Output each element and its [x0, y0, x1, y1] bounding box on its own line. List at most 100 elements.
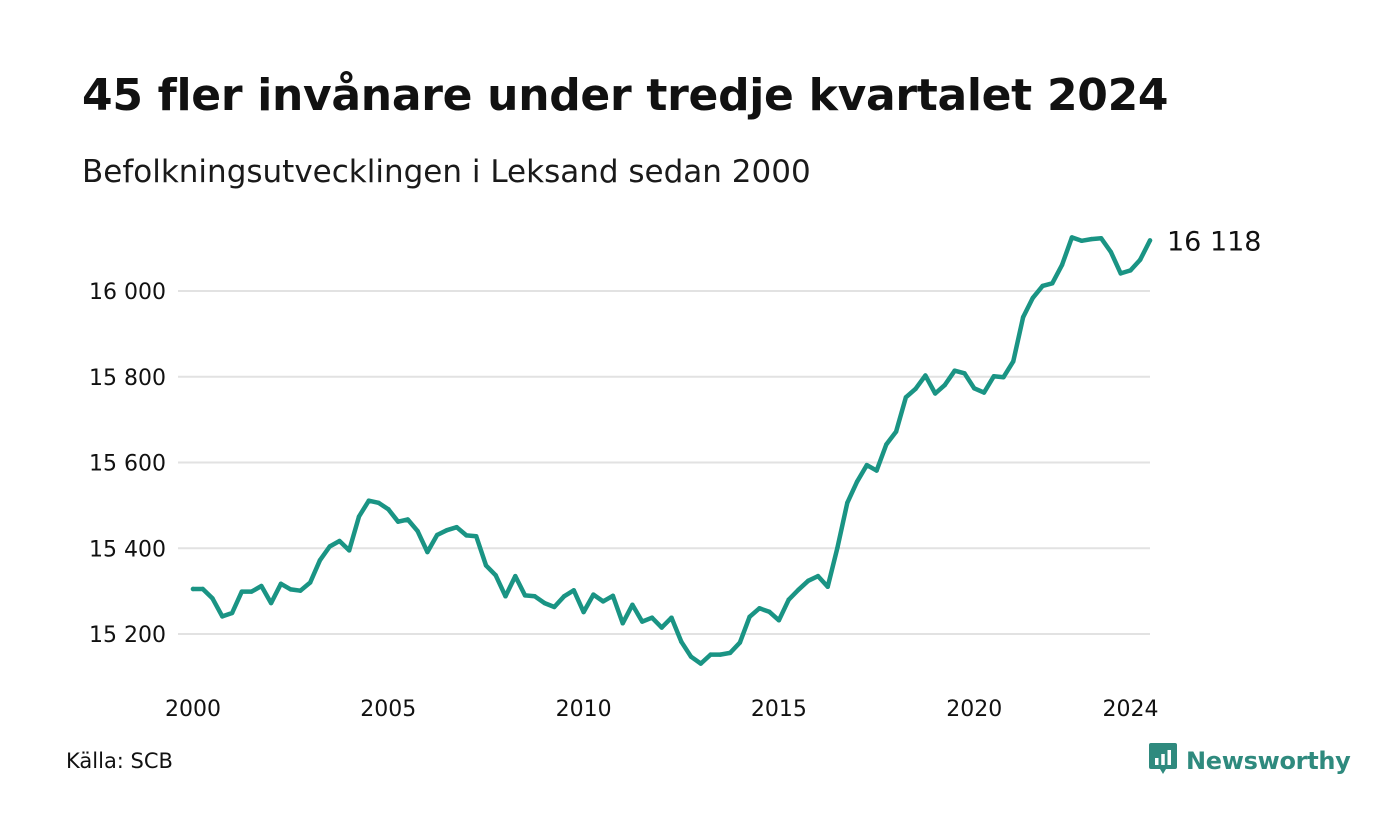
data-point	[767, 609, 772, 614]
data-point	[806, 578, 811, 583]
data-point	[679, 639, 684, 644]
data-point	[268, 600, 274, 606]
data-point	[1108, 249, 1114, 255]
series-line	[190, 235, 1153, 666]
data-point	[1079, 238, 1084, 243]
data-point	[1030, 295, 1036, 301]
data-point	[786, 597, 791, 602]
data-point	[259, 583, 264, 589]
data-point	[1001, 375, 1006, 380]
x-tick-label: 2005	[360, 697, 416, 722]
gridlines	[178, 290, 1150, 635]
x-tick-label: 2015	[751, 697, 807, 722]
data-point	[1147, 238, 1153, 243]
data-point	[513, 573, 518, 579]
data-point	[727, 650, 733, 656]
data-point	[874, 468, 879, 473]
data-point	[376, 500, 381, 505]
data-point	[190, 586, 196, 592]
data-point	[444, 528, 450, 533]
data-point	[542, 600, 547, 606]
data-point	[923, 373, 928, 378]
data-point	[532, 594, 537, 599]
data-point	[425, 549, 430, 555]
data-point	[405, 517, 410, 522]
data-point	[933, 391, 938, 396]
x-tick-label: 2000	[165, 697, 221, 722]
data-point	[864, 462, 869, 468]
data-point	[1050, 281, 1055, 286]
data-point	[757, 606, 762, 611]
data-point	[600, 599, 606, 604]
data-point	[308, 580, 313, 585]
y-axis-ticks: 15 200 15 400 15 600 15 800 16 000	[89, 280, 166, 648]
data-point	[386, 507, 391, 512]
data-point	[474, 534, 479, 539]
data-point	[972, 386, 977, 391]
data-point	[288, 587, 293, 592]
y-tick-label: 15 400	[89, 537, 166, 562]
data-point	[327, 544, 332, 549]
data-point	[1040, 283, 1045, 289]
data-point	[317, 558, 323, 563]
data-point	[991, 374, 996, 379]
data-point	[298, 588, 303, 593]
source-note: Källa: SCB	[66, 749, 173, 773]
page-subtitle: Befolkningsutvecklingen i Leksand sedan …	[82, 154, 811, 190]
data-point	[239, 589, 244, 594]
data-point	[366, 498, 371, 503]
y-tick-label: 16 000	[89, 280, 166, 305]
data-point	[893, 429, 899, 434]
data-point	[620, 621, 625, 626]
data-point	[493, 573, 498, 578]
data-point	[796, 587, 801, 592]
data-point	[640, 619, 645, 624]
data-point	[415, 528, 420, 534]
data-point	[854, 479, 860, 484]
data-point	[1138, 257, 1143, 262]
data-point	[210, 596, 215, 601]
x-tick-label: 2024	[1102, 697, 1158, 722]
end-value-label: 16 118	[1167, 226, 1261, 257]
data-point	[835, 545, 840, 550]
x-tick-label: 2010	[556, 697, 612, 722]
data-point	[776, 618, 782, 623]
data-point	[903, 395, 909, 400]
data-point	[591, 592, 596, 597]
data-point	[571, 588, 576, 593]
data-point	[747, 614, 752, 619]
data-point	[395, 519, 401, 524]
data-point	[659, 625, 664, 630]
data-point	[845, 500, 850, 505]
data-point	[1089, 236, 1094, 242]
data-point	[581, 609, 586, 615]
brand-name: Newsworthy	[1186, 747, 1351, 775]
y-tick-label: 15 800	[89, 366, 166, 391]
data-point	[337, 538, 342, 544]
data-point	[1069, 235, 1075, 240]
data-point	[718, 652, 723, 657]
x-tick-label: 2020	[946, 697, 1002, 722]
data-point	[630, 602, 635, 607]
data-point	[825, 584, 830, 589]
data-point	[669, 615, 674, 620]
data-point	[200, 586, 205, 592]
data-point	[1020, 315, 1026, 320]
data-point	[483, 563, 489, 568]
data-point	[1128, 268, 1133, 273]
data-point	[981, 390, 987, 395]
brand-logo: Newsworthy	[1148, 742, 1351, 780]
data-point	[356, 514, 362, 519]
data-point	[942, 382, 948, 388]
data-points	[190, 235, 1153, 666]
data-point	[278, 581, 284, 586]
series-layer	[190, 235, 1153, 666]
bar-chart-logo-icon	[1148, 742, 1178, 780]
data-point	[464, 533, 469, 538]
data-point	[503, 594, 508, 599]
data-point	[610, 593, 616, 598]
data-point	[522, 593, 528, 598]
data-point	[229, 610, 235, 616]
data-point	[649, 615, 655, 620]
